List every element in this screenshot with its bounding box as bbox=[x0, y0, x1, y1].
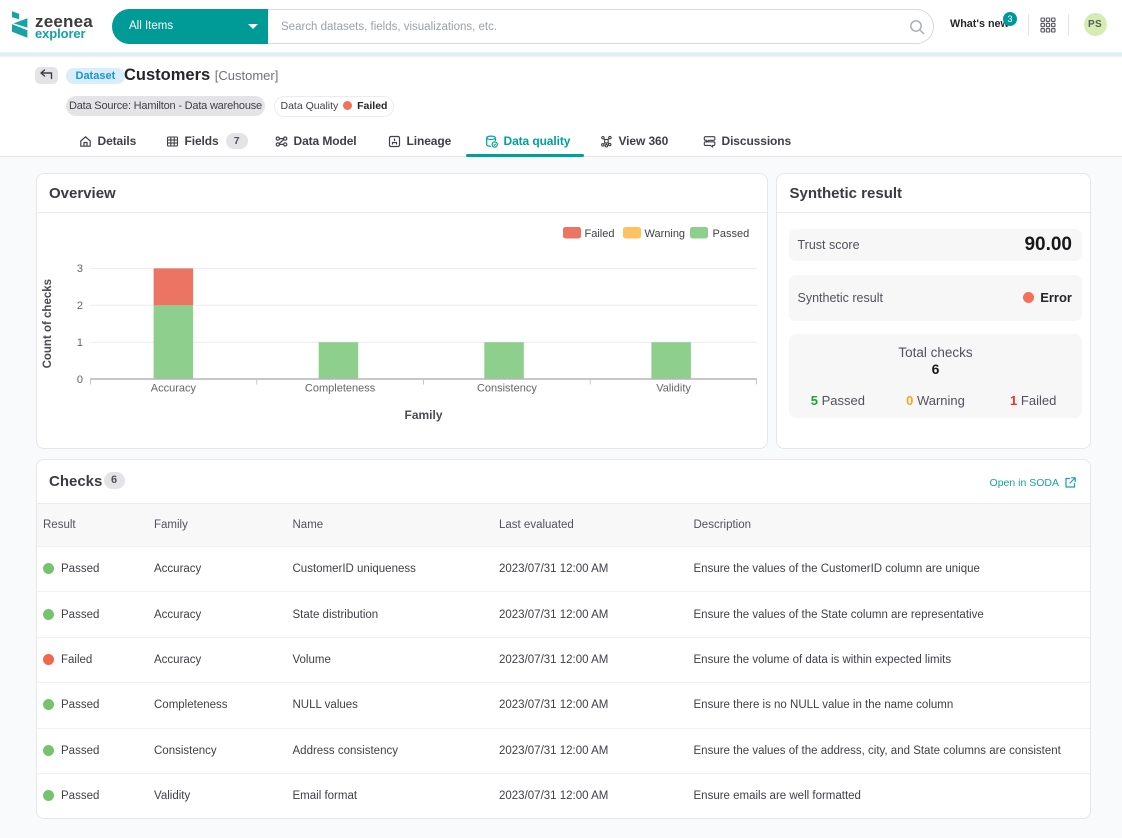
svg-text:Warning: Warning bbox=[644, 228, 685, 240]
svg-text:3: 3 bbox=[76, 263, 82, 275]
svg-text:Family: Family bbox=[404, 408, 442, 422]
svg-text:0: 0 bbox=[76, 374, 82, 386]
svg-text:1: 1 bbox=[76, 337, 82, 349]
svg-text:Count of checks: Count of checks bbox=[42, 279, 54, 368]
svg-text:Consistency: Consistency bbox=[476, 383, 536, 395]
svg-text:Passed: Passed bbox=[712, 228, 749, 240]
svg-text:Completeness: Completeness bbox=[304, 383, 375, 395]
svg-text:Failed: Failed bbox=[584, 228, 614, 240]
svg-text:2: 2 bbox=[76, 300, 82, 312]
svg-text:Validity: Validity bbox=[656, 383, 691, 395]
svg-text:Accuracy: Accuracy bbox=[150, 383, 196, 395]
